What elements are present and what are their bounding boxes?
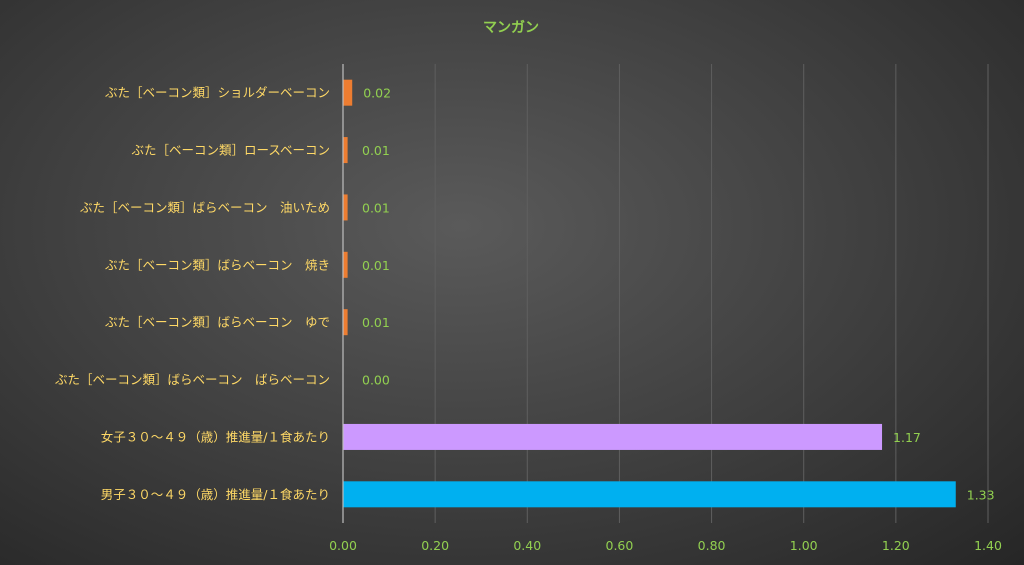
bar [343, 194, 348, 221]
category-label: ぶた［ベーコン類］ショルダーベーコン [105, 85, 330, 100]
data-label: 1.33 [967, 487, 995, 502]
data-label: 0.02 [363, 86, 391, 101]
data-label: 0.00 [362, 373, 390, 388]
x-tick-label: 0.80 [698, 538, 726, 553]
x-tick-label: 0.00 [329, 538, 357, 553]
value-labels: 0.02 0.01 0.01 0.01 0.01 0.00 1.17 1.33 [362, 86, 995, 503]
category-label: ぶた［ベーコン類］ばらベーコン ばらベーコン [55, 372, 330, 387]
data-label: 1.17 [893, 430, 921, 445]
category-label: ぶた［ベーコン類］ばらベーコン ゆで [105, 315, 330, 330]
data-label: 0.01 [362, 258, 390, 273]
data-label: 0.01 [362, 200, 390, 215]
x-tick-label: 0.20 [421, 538, 449, 553]
data-label: 0.01 [362, 143, 390, 158]
chart-title: マンガン [483, 20, 539, 36]
x-tick-labels: 0.00 0.20 0.40 0.60 0.80 1.00 1.20 1.40 [329, 538, 1002, 553]
bar [343, 251, 348, 278]
bar [343, 481, 956, 508]
category-label: 女子３０～４９（歳）推進量/１食あたり [101, 429, 330, 444]
category-label: ぶた［ベーコン類］ばらベーコン 油いため [80, 200, 330, 215]
x-tick-label: 1.20 [882, 538, 910, 553]
bar [343, 79, 353, 106]
x-tick-label: 1.40 [974, 538, 1002, 553]
bar [343, 137, 348, 164]
category-label: 男子３０～４９（歳）推進量/１食あたり [101, 487, 330, 502]
x-tick-label: 1.00 [790, 538, 818, 553]
x-tick-label: 0.40 [513, 538, 541, 553]
bar [343, 309, 348, 336]
category-label: ぶた［ベーコン類］ロースベーコン [131, 143, 330, 158]
bars [343, 79, 956, 508]
category-labels: ぶた［ベーコン類］ショルダーベーコンぶた［ベーコン類］ロースベーコンぶた［ベーコ… [55, 85, 330, 502]
category-label: ぶた［ベーコン類］ばらベーコン 焼き [105, 257, 330, 272]
x-tick-label: 0.60 [606, 538, 634, 553]
gridlines [434, 64, 989, 523]
bar [343, 423, 883, 450]
data-label: 0.01 [362, 315, 390, 330]
